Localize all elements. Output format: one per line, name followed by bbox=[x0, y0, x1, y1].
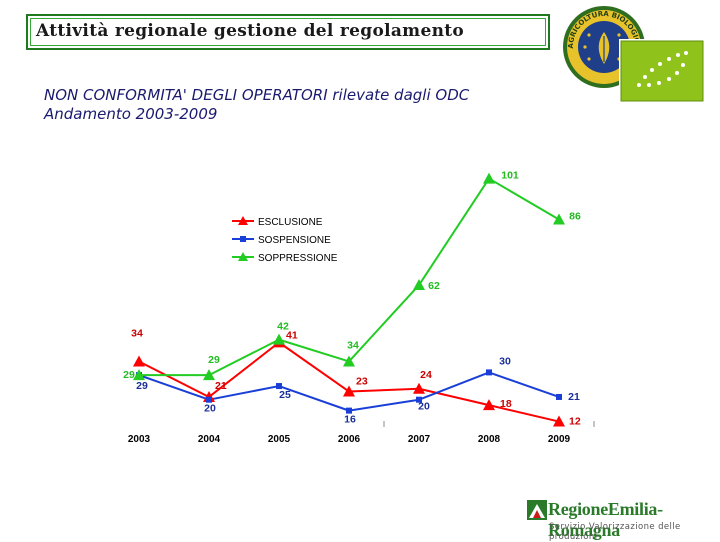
data-point-soppressione-2007 bbox=[413, 279, 425, 291]
data-point-soppressione-2005 bbox=[273, 333, 285, 345]
data-label-esclusione-2008: 18 bbox=[500, 398, 512, 410]
legend-label-sospensione: SOSPENSIONE bbox=[258, 235, 331, 246]
data-point-sospensione-2009 bbox=[556, 393, 562, 400]
regione-emilia-romagna-logo bbox=[524, 498, 718, 536]
data-label-soppressione-2008: 101 bbox=[501, 170, 519, 182]
data-label-sospensione-2004: 20 bbox=[204, 403, 216, 415]
data-label-sospensione-2003: 29 bbox=[136, 380, 148, 392]
data-point-esclusione-2009 bbox=[553, 415, 565, 427]
data-label-soppressione-2005: 42 bbox=[277, 321, 289, 333]
data-label-esclusione-2006: 23 bbox=[356, 376, 368, 388]
chart-markers bbox=[133, 172, 565, 427]
data-point-sospensione-2008 bbox=[486, 369, 492, 376]
data-point-sospensione-2007 bbox=[416, 396, 422, 403]
data-label-esclusione-2009: 12 bbox=[569, 416, 581, 428]
eu-organic-leaf-logo bbox=[619, 39, 705, 103]
data-label-sospensione-2006: 16 bbox=[344, 414, 356, 426]
chart-legend: ESCLUSIONE SOSPENSIONE SOPPRESSIONE bbox=[232, 216, 338, 264]
chart-x-tick-labels: 2003 2004 2005 2006 2007 2008 2009 bbox=[128, 434, 571, 445]
data-label-sospensione-2007: 20 bbox=[418, 401, 430, 413]
data-label-soppressione-2003: 29 bbox=[123, 369, 135, 381]
x-tick-label-2003: 2003 bbox=[128, 434, 151, 445]
data-point-esclusione-2006 bbox=[343, 385, 355, 397]
chart-subtitle-line1: NON CONFORMITA' DEGLI OPERATORI rilevate… bbox=[44, 86, 470, 104]
legend-label-esclusione: ESCLUSIONE bbox=[258, 217, 323, 228]
data-label-soppressione-2006: 34 bbox=[347, 339, 359, 351]
data-point-soppressione-2008 bbox=[483, 172, 495, 184]
legend-marker-sospensione bbox=[240, 236, 246, 242]
x-tick-label-2007: 2007 bbox=[408, 434, 431, 445]
data-label-sospensione-2005: 25 bbox=[279, 389, 291, 401]
data-point-sospensione-2004 bbox=[206, 396, 212, 403]
data-label-esclusione-2005: 41 bbox=[286, 329, 298, 341]
legend-marker-soppressione bbox=[238, 252, 248, 261]
chart-subtitle-line2: Andamento 2003-2009 bbox=[44, 105, 218, 123]
x-tick-label-2004: 2004 bbox=[198, 434, 221, 445]
chart-data-labels: 3421412324181229202516203021292942346210… bbox=[123, 170, 581, 428]
data-point-soppressione-2006 bbox=[343, 355, 355, 367]
data-label-esclusione-2007: 24 bbox=[420, 369, 432, 381]
eu-stars-leaf-icon bbox=[637, 51, 688, 87]
regione-brand-name: RegioneEmilia-Romagna bbox=[548, 499, 663, 540]
chart-subtitle: NON CONFORMITA' DEGLI OPERATORI rilevate… bbox=[44, 86, 469, 124]
data-point-sospensione-2005 bbox=[276, 383, 282, 390]
title-inner-border bbox=[30, 18, 546, 46]
data-point-soppressione-2009 bbox=[553, 213, 565, 225]
x-tick-label-2009: 2009 bbox=[548, 434, 571, 445]
page-title: Attività regionale gestione del regolame… bbox=[36, 21, 465, 41]
data-label-sospensione-2008: 30 bbox=[499, 355, 511, 367]
data-point-sospensione-2006 bbox=[346, 407, 352, 414]
data-label-sospensione-2009: 21 bbox=[568, 391, 580, 403]
data-label-esclusione-2003: 34 bbox=[131, 327, 143, 339]
legend-marker-esclusione bbox=[238, 216, 248, 225]
data-label-soppressione-2007: 62 bbox=[428, 280, 440, 292]
regione-service-name: Servizio Valorizzazione delle produzioni bbox=[549, 522, 681, 542]
x-tick-label-2008: 2008 bbox=[478, 434, 501, 445]
data-point-soppressione-2003 bbox=[133, 369, 145, 381]
data-point-esclusione-2008 bbox=[483, 399, 495, 411]
x-tick-label-2006: 2006 bbox=[338, 434, 361, 445]
data-label-soppressione-2009: 86 bbox=[569, 211, 581, 223]
x-tick-label-2005: 2005 bbox=[268, 434, 291, 445]
title-box: Attività regionale gestione del regolame… bbox=[26, 14, 550, 50]
chart-lines bbox=[138, 177, 560, 423]
legend-label-soppressione: SOPPRESSIONE bbox=[258, 253, 338, 264]
data-label-soppressione-2004: 29 bbox=[208, 354, 220, 366]
data-point-esclusione-2003 bbox=[133, 355, 145, 367]
data-label-esclusione-2004: 21 bbox=[215, 380, 227, 392]
data-point-soppressione-2004 bbox=[203, 369, 215, 381]
data-point-esclusione-2007 bbox=[413, 382, 425, 394]
